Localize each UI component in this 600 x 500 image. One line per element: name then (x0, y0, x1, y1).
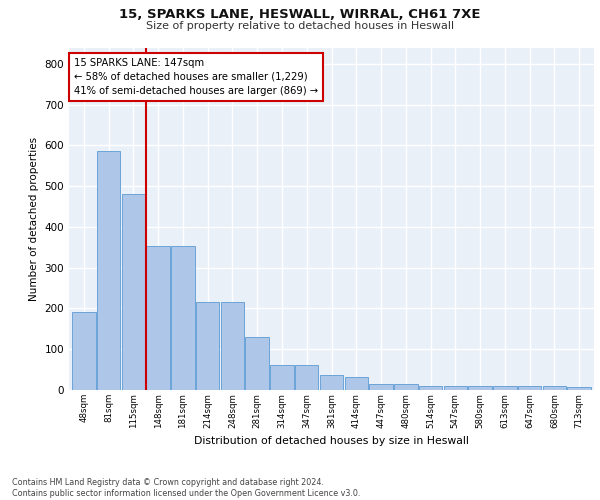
Bar (122, 194, 145, 390)
Text: 15, SPARKS LANE, HESWALL, WIRRAL, CH61 7XE: 15, SPARKS LANE, HESWALL, WIRRAL, CH61 7… (119, 8, 481, 20)
Bar (270, 364, 294, 390)
X-axis label: Distribution of detached houses by size in Heswall: Distribution of detached houses by size … (194, 436, 469, 446)
Bar (344, 377, 368, 390)
Text: Size of property relative to detached houses in Heswall: Size of property relative to detached ho… (146, 21, 454, 31)
Bar (320, 374, 343, 390)
Bar (97, 152, 121, 390)
Bar (443, 386, 467, 390)
Bar (493, 386, 517, 390)
Bar (221, 302, 244, 390)
Bar (469, 386, 492, 390)
Bar (369, 384, 393, 390)
Bar (146, 246, 170, 390)
Bar (245, 337, 269, 390)
Bar (542, 386, 566, 390)
Y-axis label: Number of detached properties: Number of detached properties (29, 136, 39, 301)
Text: 15 SPARKS LANE: 147sqm
← 58% of detached houses are smaller (1,229)
41% of semi-: 15 SPARKS LANE: 147sqm ← 58% of detached… (74, 58, 319, 96)
Bar (419, 386, 442, 390)
Bar (518, 386, 541, 390)
Bar (196, 302, 220, 390)
Bar (568, 386, 591, 390)
Bar (171, 246, 194, 390)
Bar (394, 384, 418, 390)
Bar (295, 364, 319, 390)
Text: Contains HM Land Registry data © Crown copyright and database right 2024.
Contai: Contains HM Land Registry data © Crown c… (12, 478, 361, 498)
Bar (72, 312, 95, 390)
